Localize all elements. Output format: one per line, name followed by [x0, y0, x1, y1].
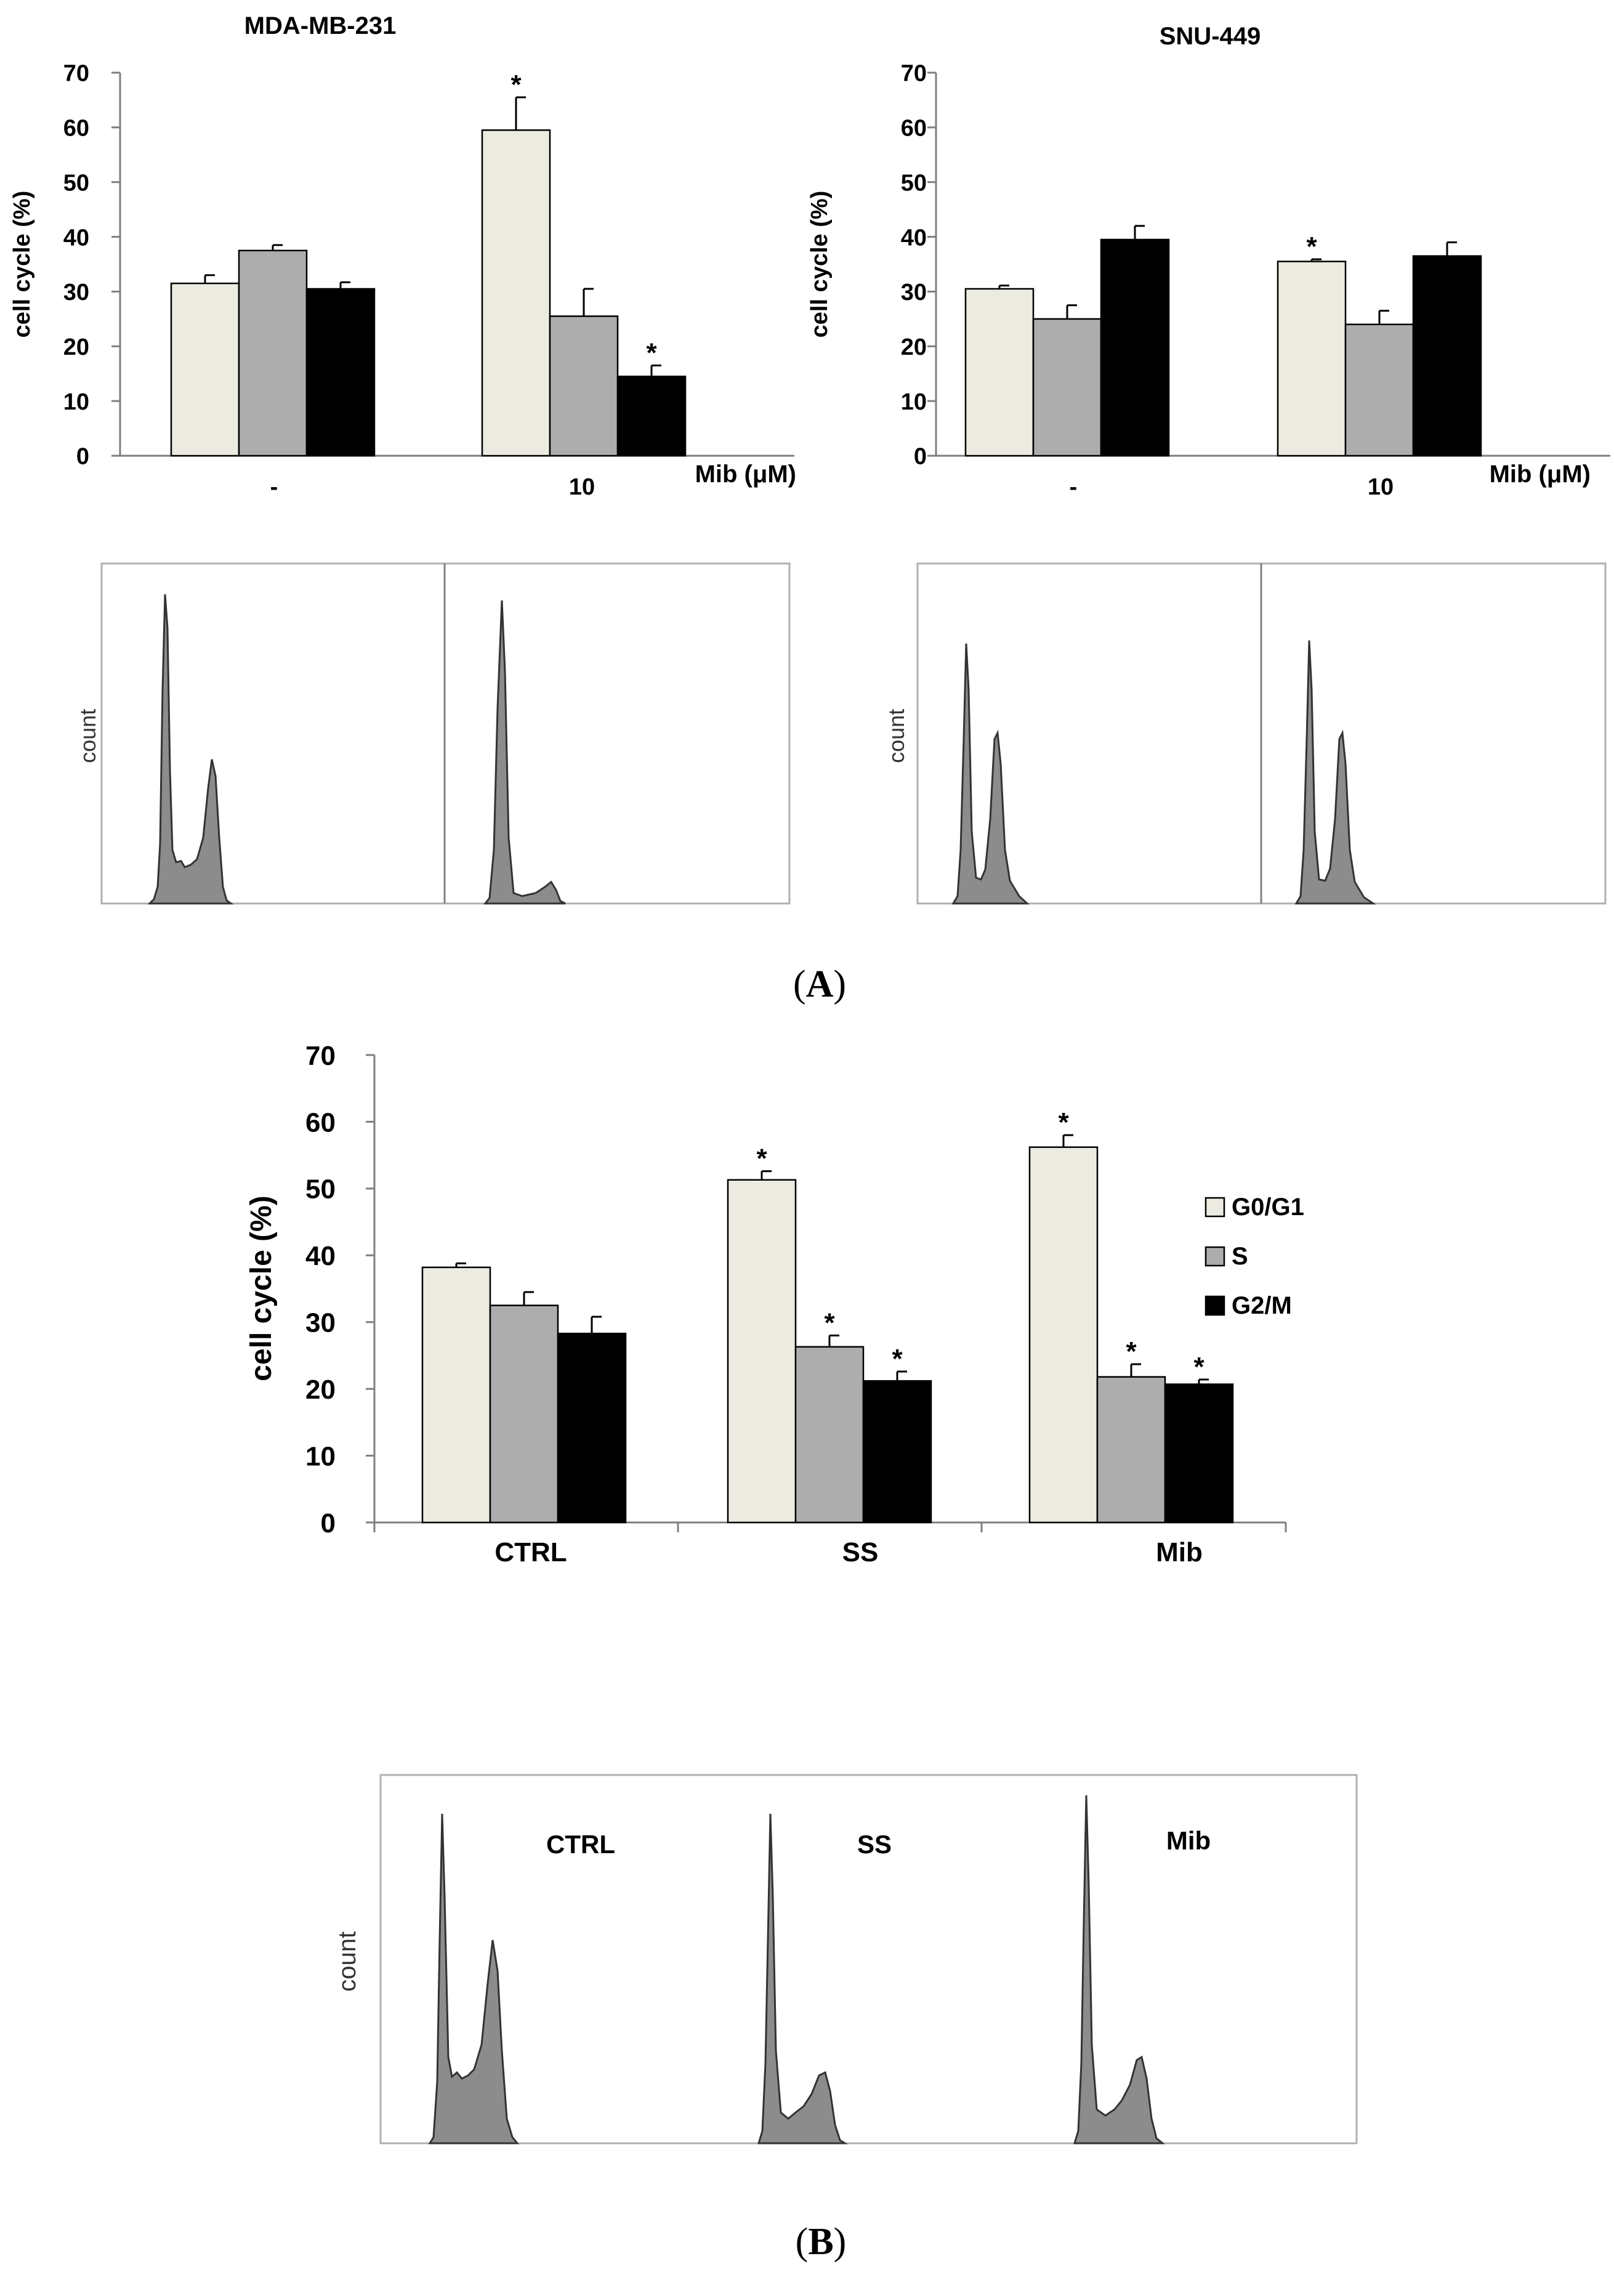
- y-tick-label: 0: [76, 444, 89, 470]
- count-axis-label: count: [884, 709, 909, 763]
- panel-label-a: (A): [793, 963, 846, 1005]
- y-tick-label: 60: [63, 116, 89, 142]
- bar-s-0: [489, 1304, 559, 1524]
- histogram-curve-mib: [1073, 1795, 1166, 2144]
- y-tick-label: 50: [63, 170, 89, 196]
- legend-swatch: [1204, 1295, 1225, 1316]
- bar-g2m-0: [305, 288, 376, 457]
- bar-g2m-1: [616, 375, 687, 457]
- bar-g0g1-2: [1028, 1146, 1099, 1524]
- x-axis-label: Mib (μM): [1490, 461, 1591, 488]
- y-tick-label: 40: [901, 225, 927, 251]
- y-tick-label: 30: [305, 1308, 336, 1338]
- count-axis-label: count: [75, 709, 100, 763]
- category-label: 10: [569, 474, 595, 500]
- y-tick-label: 0: [914, 444, 927, 470]
- chart-title: SNU-449: [1160, 23, 1261, 50]
- y-axis-label: cell cycle (%): [807, 191, 833, 338]
- y-tick-label: 70: [63, 61, 89, 87]
- histogram-curve-snu-mib: [1294, 640, 1376, 905]
- significance-asterisk: *: [824, 1308, 835, 1338]
- y-tick-label: 10: [305, 1441, 336, 1471]
- histogram-panel-b: CTRL SS Mib count: [334, 1774, 1358, 2144]
- legend-swatch: [1204, 1246, 1225, 1267]
- y-tick-label: 10: [901, 389, 927, 415]
- y-tick-label: 50: [901, 170, 927, 196]
- y-axis-label: cell cycle (%): [245, 1195, 278, 1381]
- significance-asterisk: *: [510, 70, 522, 100]
- histogram-curve-ctrl: [428, 1813, 520, 2144]
- histogram-label-ctrl: CTRL: [546, 1830, 615, 1859]
- significance-asterisk: *: [756, 1144, 767, 1174]
- bar-s-1: [794, 1346, 865, 1524]
- significance-asterisk: *: [1193, 1352, 1204, 1382]
- y-tick-label: 10: [63, 389, 89, 415]
- chart-treatment-comparison: 0 10 20 30 40 50 60 70 CTRL * * * SS * * * Mib cell cycle…: [245, 1041, 1304, 1567]
- histogram-panel-mda-mb-231: count: [75, 562, 791, 905]
- histogram-curve-ss: [757, 1813, 849, 2144]
- histogram-curve-mda-control: [147, 594, 234, 905]
- y-tick-label: 70: [901, 61, 927, 87]
- y-axis-label: cell cycle (%): [9, 191, 35, 338]
- histogram-frame: [379, 1774, 1358, 2144]
- histogram-curve-snu-control: [951, 643, 1030, 905]
- bar-g0g1-0: [421, 1266, 491, 1524]
- significance-asterisk: *: [646, 338, 657, 368]
- y-tick-label: 60: [305, 1107, 336, 1138]
- panel-label-b: (B): [796, 2221, 847, 2263]
- legend-swatch: [1204, 1197, 1225, 1218]
- legend-label: G0/G1: [1232, 1194, 1304, 1221]
- significance-asterisk: *: [1058, 1107, 1069, 1138]
- bar-g2m-1: [862, 1380, 932, 1524]
- histogram-curve-mda-mib: [483, 600, 566, 905]
- bar-g2m-2: [1164, 1383, 1234, 1524]
- category-label: Mib: [1156, 1537, 1203, 1567]
- chart-snu-449: 0 10 20 30 40 50 60 70 - * 10 SNU-449 cell cycle (%)…: [807, 23, 1610, 500]
- bar-g0g1-0: [170, 282, 240, 457]
- chart-title: MDA-MB-231: [244, 12, 397, 39]
- category-label: CTRL: [494, 1537, 567, 1567]
- histogram-label-ss: SS: [857, 1830, 892, 1859]
- bar-g0g1-1: [1277, 261, 1347, 457]
- histogram-label-mib: Mib: [1166, 1826, 1211, 1855]
- y-tick-label: 20: [63, 334, 89, 360]
- bar-g2m-1: [1412, 255, 1482, 457]
- category-label: -: [270, 474, 278, 500]
- chart-mda-mb-231: 0 10 20 30 40 50 60 70 - * * 10 MDA-MB-231 cell cycle…: [9, 12, 796, 500]
- category-label: 10: [1368, 474, 1394, 500]
- y-tick-label: 20: [901, 334, 927, 360]
- histogram-panel-snu-449: count: [884, 562, 1607, 905]
- bar-s-0: [238, 249, 308, 457]
- significance-asterisk: *: [892, 1344, 903, 1374]
- bar-g2m-0: [557, 1332, 627, 1524]
- bar-g0g1-1: [481, 129, 551, 457]
- bar-s-1: [549, 315, 619, 457]
- legend-label: G2/M: [1232, 1292, 1292, 1319]
- bar-g0g1-1: [727, 1179, 797, 1524]
- legend: G0/G1 S G2/M: [1204, 1194, 1304, 1319]
- y-tick-label: 30: [63, 280, 89, 305]
- y-tick-label: 20: [305, 1375, 336, 1405]
- bar-g0g1-0: [964, 288, 1035, 457]
- y-tick-label: 40: [63, 225, 89, 251]
- x-axis-label: Mib (μM): [695, 461, 796, 488]
- bar-s-1: [1344, 323, 1414, 457]
- y-tick-label: 70: [305, 1041, 336, 1071]
- legend-label: S: [1232, 1243, 1248, 1270]
- y-tick-label: 60: [901, 116, 927, 142]
- y-tick-label: 0: [321, 1508, 336, 1538]
- category-label: -: [1070, 474, 1078, 500]
- significance-asterisk: *: [1306, 232, 1317, 262]
- bar-s-0: [1032, 318, 1102, 457]
- y-tick-label: 50: [305, 1174, 336, 1205]
- category-label: SS: [842, 1537, 879, 1567]
- count-axis-label: count: [334, 1931, 361, 1992]
- y-tick-label: 40: [305, 1241, 336, 1271]
- y-tick-label: 30: [901, 280, 927, 305]
- bar-s-2: [1096, 1376, 1166, 1524]
- significance-asterisk: *: [1126, 1336, 1137, 1367]
- bar-g2m-0: [1100, 238, 1170, 457]
